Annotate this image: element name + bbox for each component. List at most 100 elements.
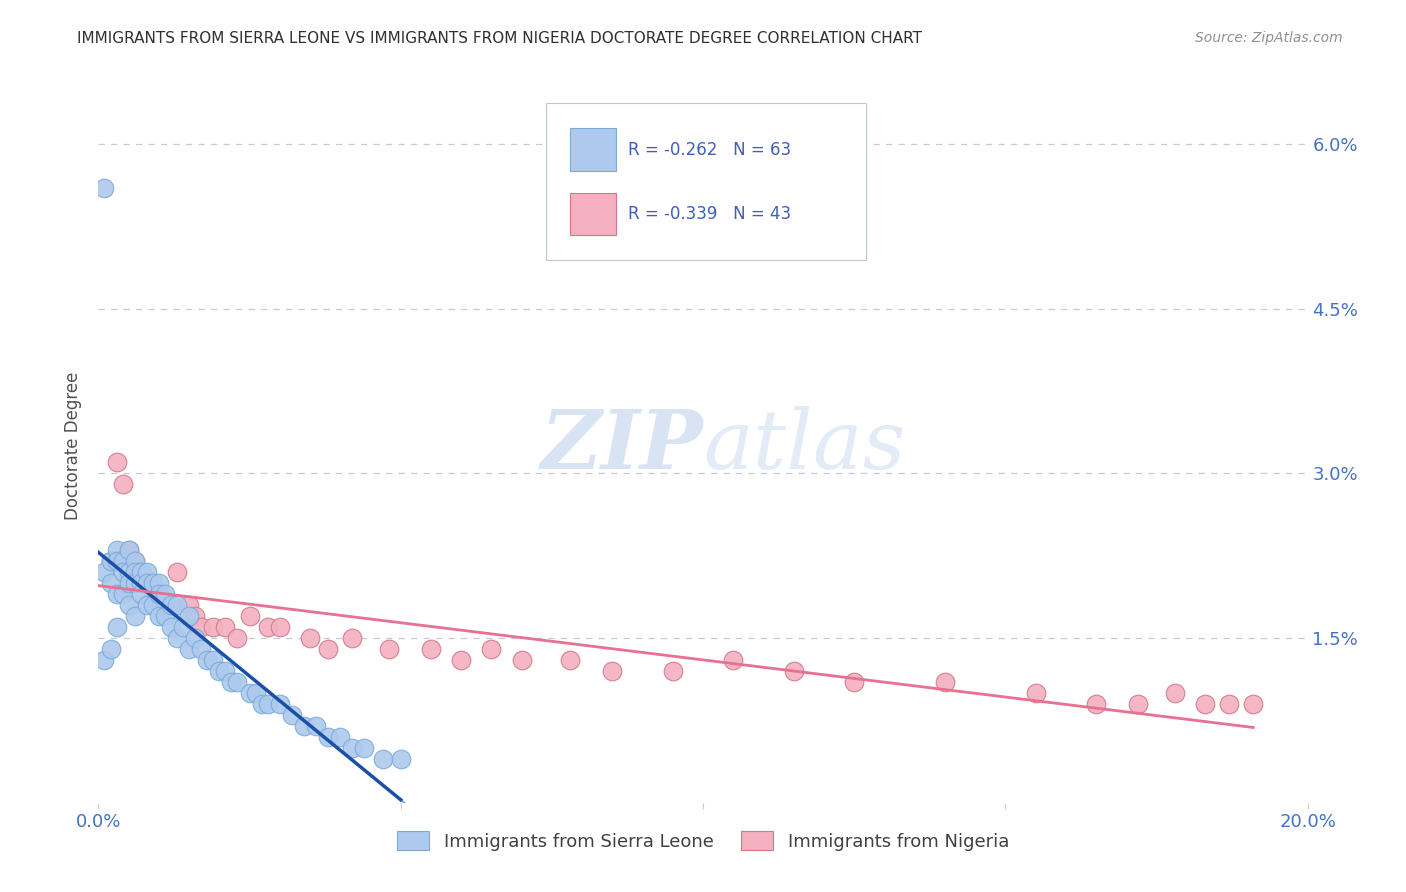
Point	[111, 587, 134, 601]
Point	[129, 566, 152, 580]
Point	[153, 587, 176, 601]
Point	[269, 697, 291, 711]
Point	[135, 598, 157, 612]
Point	[342, 740, 364, 755]
Point	[93, 181, 115, 195]
Point	[105, 543, 128, 558]
Point	[1241, 697, 1264, 711]
Point	[142, 598, 165, 612]
Point	[100, 554, 122, 568]
Point	[153, 609, 176, 624]
Point	[142, 576, 165, 591]
Point	[299, 631, 322, 645]
Y-axis label: Doctorate Degree: Doctorate Degree	[65, 372, 83, 520]
Point	[226, 631, 249, 645]
Point	[160, 598, 183, 612]
Point	[661, 664, 683, 678]
Point	[135, 576, 157, 591]
FancyBboxPatch shape	[546, 103, 866, 260]
Point	[202, 653, 225, 667]
Point	[100, 576, 122, 591]
Point	[934, 675, 956, 690]
Point	[245, 686, 267, 700]
Point	[118, 543, 141, 558]
Point	[239, 609, 262, 624]
Point	[105, 587, 128, 601]
Point	[305, 719, 328, 733]
Point	[135, 566, 157, 580]
Point	[256, 697, 278, 711]
Text: IMMIGRANTS FROM SIERRA LEONE VS IMMIGRANTS FROM NIGERIA DOCTORATE DEGREE CORRELA: IMMIGRANTS FROM SIERRA LEONE VS IMMIGRAN…	[77, 31, 922, 46]
Point	[129, 576, 152, 591]
Point	[316, 642, 339, 657]
Point	[135, 576, 157, 591]
FancyBboxPatch shape	[569, 193, 616, 235]
Legend: Immigrants from Sierra Leone, Immigrants from Nigeria: Immigrants from Sierra Leone, Immigrants…	[389, 824, 1017, 858]
Point	[105, 455, 128, 469]
Point	[1194, 697, 1216, 711]
Point	[844, 675, 866, 690]
Point	[118, 598, 141, 612]
Point	[342, 631, 364, 645]
Point	[602, 664, 624, 678]
Point	[124, 554, 146, 568]
Point	[281, 708, 304, 723]
Point	[129, 576, 152, 591]
Text: R = -0.339   N = 43: R = -0.339 N = 43	[628, 205, 792, 223]
Point	[389, 752, 412, 766]
Point	[202, 620, 225, 634]
Point	[166, 598, 188, 612]
Text: ZIP: ZIP	[540, 406, 703, 486]
Point	[1163, 686, 1185, 700]
Point	[179, 609, 201, 624]
Point	[195, 653, 218, 667]
Point	[172, 620, 194, 634]
Point	[129, 587, 152, 601]
Point	[214, 664, 236, 678]
Point	[226, 675, 249, 690]
Point	[783, 664, 806, 678]
Point	[111, 554, 134, 568]
Point	[353, 740, 375, 755]
Text: Source: ZipAtlas.com: Source: ZipAtlas.com	[1195, 31, 1343, 45]
Point	[124, 576, 146, 591]
Point	[184, 631, 207, 645]
Point	[118, 566, 141, 580]
Point	[153, 598, 176, 612]
Point	[1128, 697, 1150, 711]
Point	[166, 631, 188, 645]
Point	[124, 554, 146, 568]
Point	[118, 543, 141, 558]
Point	[316, 730, 339, 744]
Point	[250, 697, 273, 711]
Point	[208, 664, 231, 678]
Point	[510, 653, 533, 667]
Point	[292, 719, 315, 733]
Point	[1024, 686, 1046, 700]
Point	[1218, 697, 1240, 711]
Point	[142, 587, 165, 601]
Point	[105, 554, 128, 568]
Point	[118, 576, 141, 591]
Point	[450, 653, 472, 667]
FancyBboxPatch shape	[569, 128, 616, 171]
Point	[160, 598, 183, 612]
Point	[256, 620, 278, 634]
Point	[166, 566, 188, 580]
Point	[93, 566, 115, 580]
Point	[239, 686, 262, 700]
Point	[100, 554, 122, 568]
Point	[124, 566, 146, 580]
Point	[179, 642, 201, 657]
Point	[93, 653, 115, 667]
Point	[148, 609, 170, 624]
Point	[481, 642, 503, 657]
Point	[371, 752, 394, 766]
Point	[221, 675, 243, 690]
Point	[179, 598, 201, 612]
Point	[1085, 697, 1108, 711]
Point	[111, 566, 134, 580]
Point	[329, 730, 352, 744]
Point	[160, 620, 183, 634]
Point	[184, 609, 207, 624]
